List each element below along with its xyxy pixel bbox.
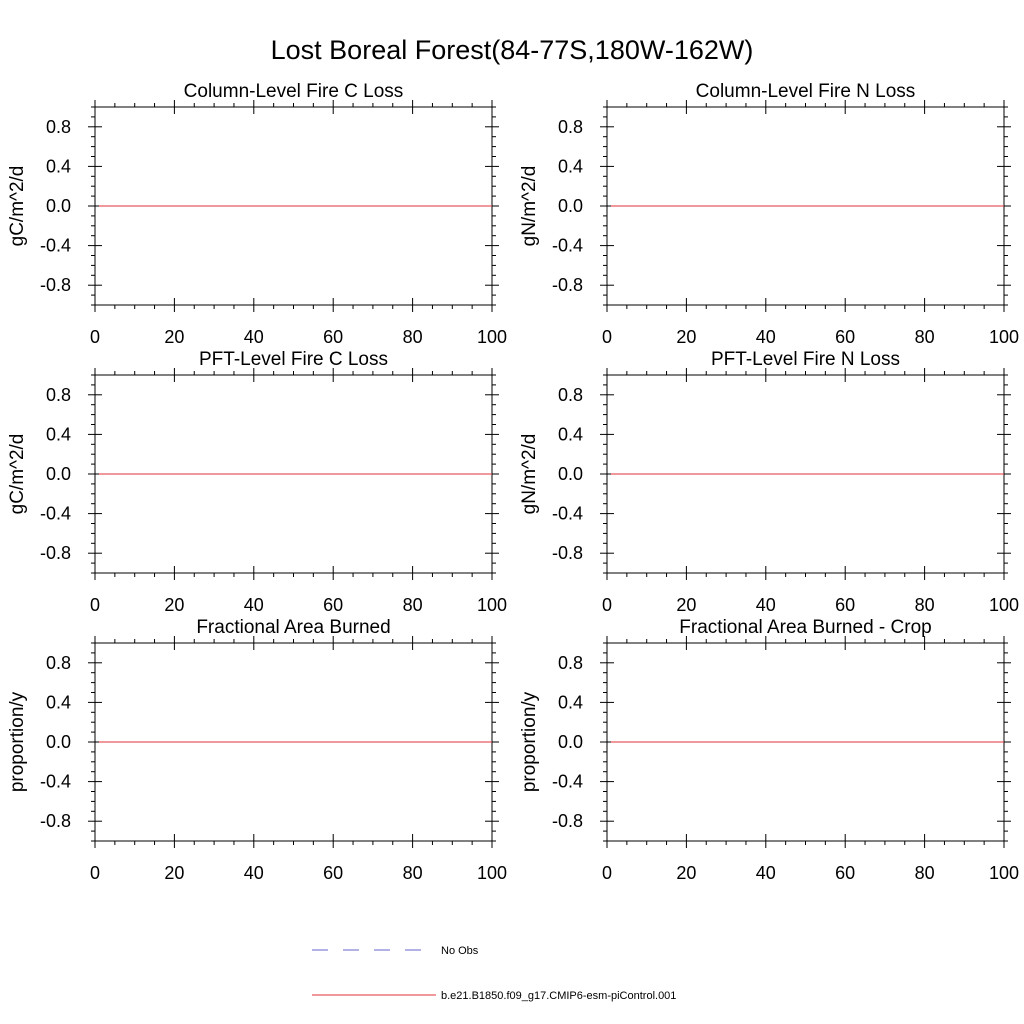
x-tick-label: 40 bbox=[756, 327, 776, 347]
x-tick-label: 60 bbox=[323, 863, 343, 883]
legend-label: No Obs bbox=[441, 945, 479, 957]
x-tick-label: 80 bbox=[915, 595, 935, 615]
y-tick-label: -0.4 bbox=[40, 504, 71, 524]
y-tick-label: 0.8 bbox=[558, 653, 583, 673]
y-tick-label: 0.4 bbox=[558, 156, 583, 176]
y-tick-label: -0.8 bbox=[40, 275, 71, 295]
y-tick-label: -0.4 bbox=[40, 772, 71, 792]
x-tick-label: 80 bbox=[915, 863, 935, 883]
y-tick-label: -0.4 bbox=[552, 504, 583, 524]
y-tick-label: 0.8 bbox=[558, 117, 583, 137]
y-tick-label: 0.4 bbox=[46, 156, 71, 176]
y-axis-label: gN/m^2/d bbox=[519, 166, 540, 247]
x-tick-label: 0 bbox=[602, 327, 612, 347]
y-axis-label: proportion/y bbox=[7, 691, 28, 792]
x-tick-label: 60 bbox=[835, 595, 855, 615]
panel-title: Fractional Area Burned - Crop bbox=[679, 617, 931, 638]
panel-title: Fractional Area Burned bbox=[196, 617, 390, 638]
y-tick-label: -0.8 bbox=[552, 543, 583, 563]
chart-panel: 0 20 40 60 80 100 -0.8 -0.4 0.0 0.4 0.8 Fractional … bbox=[519, 617, 1019, 883]
y-tick-label: 0.8 bbox=[46, 653, 71, 673]
y-tick-label: -0.8 bbox=[552, 275, 583, 295]
x-tick-label: 40 bbox=[756, 595, 776, 615]
x-tick-label: 0 bbox=[602, 863, 612, 883]
y-tick-label: -0.8 bbox=[552, 811, 583, 831]
x-tick-label: 0 bbox=[602, 595, 612, 615]
x-tick-label: 100 bbox=[989, 595, 1019, 615]
x-tick-label: 40 bbox=[244, 327, 264, 347]
chart-panel: 0 20 40 60 80 100 -0.8 -0.4 0.0 0.4 0.8 PFT-Level F… bbox=[519, 349, 1019, 615]
x-tick-label: 100 bbox=[477, 595, 507, 615]
x-tick-label: 0 bbox=[90, 327, 100, 347]
x-tick-label: 100 bbox=[477, 863, 507, 883]
x-tick-label: 20 bbox=[676, 863, 696, 883]
y-tick-label: 0.0 bbox=[46, 196, 71, 216]
x-tick-label: 20 bbox=[164, 327, 184, 347]
chart-panel: 0 20 40 60 80 100 -0.8 -0.4 0.0 0.4 0.8 PFT-Level F… bbox=[7, 349, 507, 615]
panel-title: Column-Level Fire N Loss bbox=[696, 81, 916, 102]
y-tick-label: -0.4 bbox=[552, 772, 583, 792]
y-tick-label: -0.8 bbox=[40, 543, 71, 563]
y-tick-label: 0.4 bbox=[558, 424, 583, 444]
y-axis-label: gC/m^2/d bbox=[7, 166, 28, 247]
y-tick-label: 0.8 bbox=[46, 385, 71, 405]
x-tick-label: 80 bbox=[403, 863, 423, 883]
panel-title: PFT-Level Fire C Loss bbox=[199, 349, 388, 370]
y-tick-label: 0.0 bbox=[558, 196, 583, 216]
y-tick-label: 0.0 bbox=[46, 732, 71, 752]
y-tick-label: -0.4 bbox=[552, 236, 583, 256]
y-tick-label: 0.4 bbox=[46, 692, 71, 712]
x-tick-label: 40 bbox=[756, 863, 776, 883]
x-tick-label: 100 bbox=[989, 863, 1019, 883]
x-tick-label: 60 bbox=[835, 327, 855, 347]
legend-entry: b.e21.B1850.f09_g17.CMIP6-esm-piControl.… bbox=[312, 990, 676, 1002]
x-tick-label: 40 bbox=[244, 595, 264, 615]
legend: No Obs b.e21.B1850.f09_g17.CMIP6-esm-piCo… bbox=[312, 945, 676, 1002]
x-tick-label: 20 bbox=[164, 595, 184, 615]
y-tick-label: 0.4 bbox=[46, 424, 71, 444]
x-tick-label: 80 bbox=[403, 595, 423, 615]
y-axis-label: proportion/y bbox=[519, 691, 540, 792]
y-tick-label: 0.8 bbox=[46, 117, 71, 137]
x-tick-label: 100 bbox=[477, 327, 507, 347]
panel-title: Column-Level Fire C Loss bbox=[184, 81, 404, 102]
x-tick-label: 60 bbox=[835, 863, 855, 883]
chart-panel: 0 20 40 60 80 100 -0.8 -0.4 0.0 0.4 0.8 Fractional … bbox=[7, 617, 507, 883]
y-tick-label: 0.4 bbox=[558, 692, 583, 712]
x-tick-label: 60 bbox=[323, 595, 343, 615]
legend-label: b.e21.B1850.f09_g17.CMIP6-esm-piControl.… bbox=[441, 990, 676, 1002]
x-tick-label: 60 bbox=[323, 327, 343, 347]
x-tick-label: 80 bbox=[403, 327, 423, 347]
figure-title: Lost Boreal Forest(84-77S,180W-162W) bbox=[271, 35, 754, 65]
chart-panel: 0 20 40 60 80 100 -0.8 -0.4 0.0 0.4 0.8 Column-Leve… bbox=[519, 81, 1019, 347]
legend-entry: No Obs bbox=[312, 945, 479, 957]
y-axis-label: gC/m^2/d bbox=[7, 434, 28, 515]
chart-panel: 0 20 40 60 80 100 -0.8 -0.4 0.0 0.4 0.8 Column-Leve… bbox=[7, 81, 507, 347]
chart-panels: 0 20 40 60 80 100 -0.8 -0.4 0.0 0.4 0.8 Column-Leve… bbox=[7, 81, 1019, 883]
x-tick-label: 40 bbox=[244, 863, 264, 883]
y-tick-label: 0.0 bbox=[558, 732, 583, 752]
y-axis-label: gN/m^2/d bbox=[519, 434, 540, 515]
x-tick-label: 80 bbox=[915, 327, 935, 347]
y-tick-label: -0.8 bbox=[40, 811, 71, 831]
x-tick-label: 20 bbox=[164, 863, 184, 883]
x-tick-label: 20 bbox=[676, 595, 696, 615]
x-tick-label: 20 bbox=[676, 327, 696, 347]
y-tick-label: 0.8 bbox=[558, 385, 583, 405]
panel-title: PFT-Level Fire N Loss bbox=[711, 349, 900, 370]
x-tick-label: 100 bbox=[989, 327, 1019, 347]
x-tick-label: 0 bbox=[90, 595, 100, 615]
y-tick-label: 0.0 bbox=[558, 464, 583, 484]
y-tick-label: 0.0 bbox=[46, 464, 71, 484]
y-tick-label: -0.4 bbox=[40, 236, 71, 256]
x-tick-label: 0 bbox=[90, 863, 100, 883]
